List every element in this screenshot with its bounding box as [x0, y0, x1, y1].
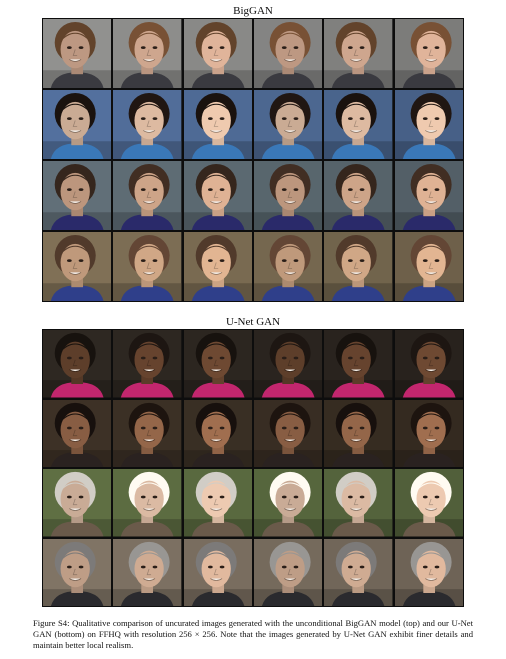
face-image — [395, 90, 463, 159]
face-image — [395, 232, 463, 301]
face-image — [43, 469, 111, 537]
face-image — [184, 539, 252, 607]
face-image — [324, 330, 392, 398]
face-image — [395, 19, 463, 88]
face-image — [113, 539, 181, 607]
face-image — [395, 469, 463, 537]
face-image — [324, 232, 392, 301]
face-image — [254, 539, 322, 607]
face-image — [113, 19, 181, 88]
face-image — [184, 90, 252, 159]
face-image — [43, 232, 111, 301]
panel-title-top: BigGAN — [0, 5, 506, 17]
face-image — [184, 330, 252, 398]
face-image — [113, 161, 181, 230]
face-image — [113, 400, 181, 468]
face-image — [324, 400, 392, 468]
face-image — [184, 161, 252, 230]
face-image — [324, 161, 392, 230]
face-image — [43, 19, 111, 88]
face-image — [395, 330, 463, 398]
face-image — [113, 90, 181, 159]
face-image — [43, 330, 111, 398]
face-image — [254, 469, 322, 537]
face-image — [113, 232, 181, 301]
face-image — [184, 232, 252, 301]
face-image — [254, 232, 322, 301]
face-image — [324, 90, 392, 159]
face-image — [254, 161, 322, 230]
face-image — [395, 539, 463, 607]
panel-title-bottom: U-Net GAN — [0, 316, 506, 328]
face-image — [184, 469, 252, 537]
face-image — [395, 161, 463, 230]
face-image — [254, 90, 322, 159]
face-image — [324, 469, 392, 537]
face-image — [43, 90, 111, 159]
figure-caption: Figure S4: Qualitative comparison of unc… — [33, 618, 473, 651]
face-image — [395, 400, 463, 468]
face-image — [324, 19, 392, 88]
face-image — [184, 19, 252, 88]
face-image — [43, 400, 111, 468]
face-image — [324, 539, 392, 607]
face-image — [254, 330, 322, 398]
image-grid-bottom — [42, 329, 464, 607]
face-image — [113, 330, 181, 398]
face-image — [254, 400, 322, 468]
face-image — [43, 539, 111, 607]
face-image — [184, 400, 252, 468]
face-image — [43, 161, 111, 230]
image-grid-top — [42, 18, 464, 302]
face-image — [113, 469, 181, 537]
face-image — [254, 19, 322, 88]
